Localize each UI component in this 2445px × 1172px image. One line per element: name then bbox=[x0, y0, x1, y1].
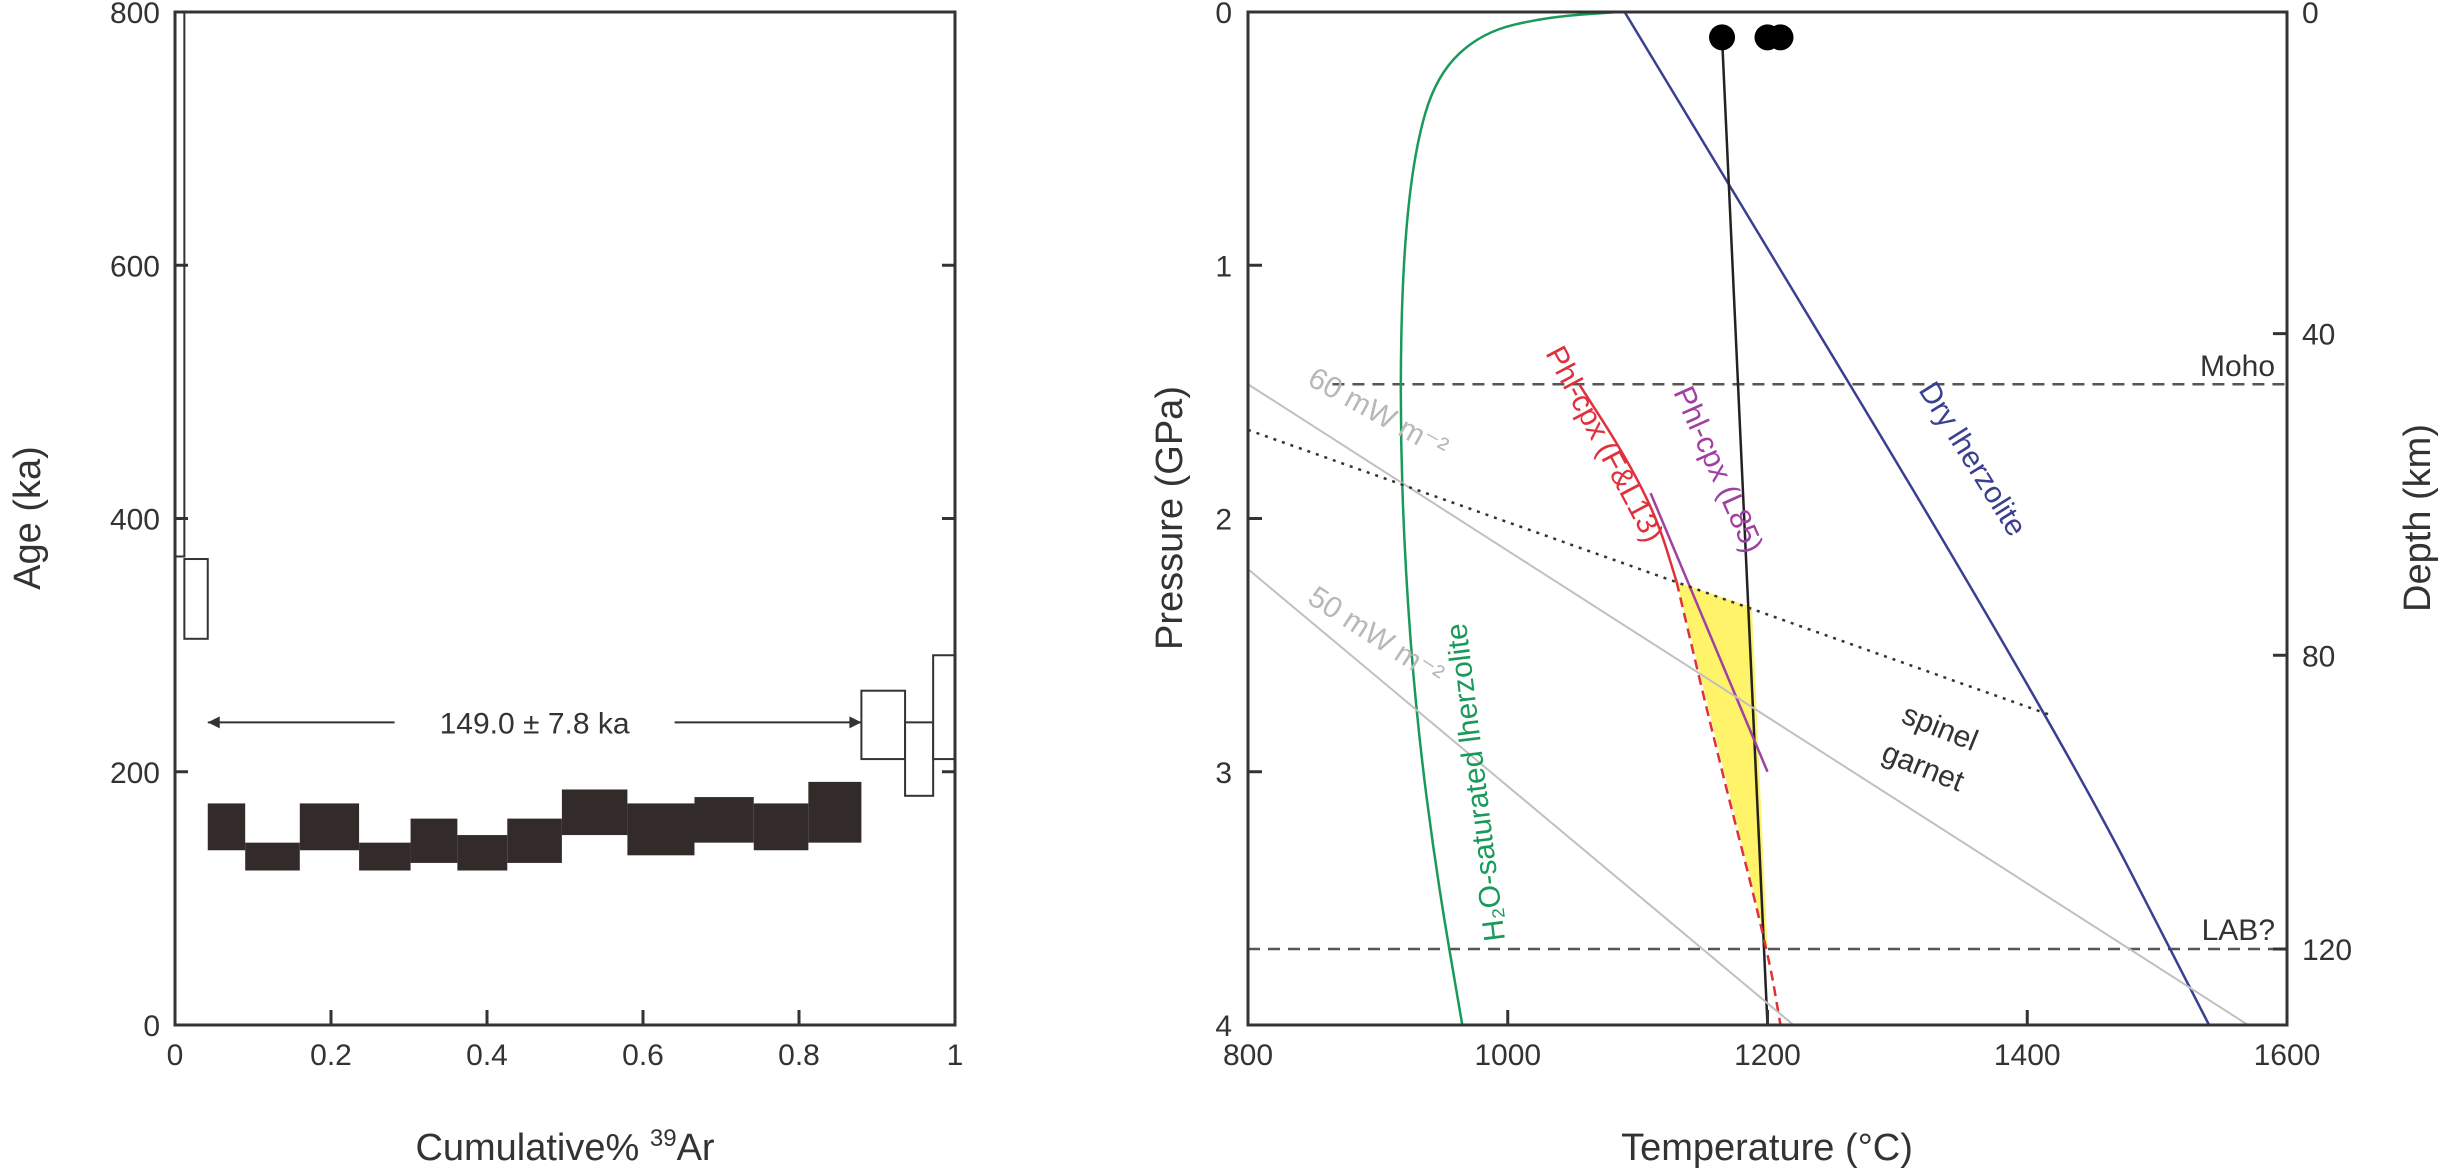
x-tick-label: 800 bbox=[1223, 1039, 1273, 1072]
depth-axis-label: Depth (km) bbox=[2397, 424, 2439, 612]
age-spectrum-panel: 0 0.2 0.4 0.6 0.8 1 0 200 400 600 800 149.0 ± 7.8 … bbox=[7, 0, 963, 1169]
step-6 bbox=[359, 842, 411, 871]
left-y-axis-label: Age (ka) bbox=[7, 446, 49, 590]
step-2 bbox=[183, 558, 209, 640]
step-11 bbox=[627, 803, 695, 856]
arrowhead-left bbox=[207, 716, 220, 729]
arrowhead-right bbox=[849, 716, 862, 729]
step-7 bbox=[410, 818, 458, 863]
step-12 bbox=[694, 797, 754, 843]
phl-cpx-l85-label: Phl-cpx (L85) bbox=[1667, 381, 1770, 557]
step-15 bbox=[860, 689, 907, 761]
step-5 bbox=[299, 803, 360, 851]
depth-tick-label: 120 bbox=[2302, 934, 2352, 967]
step-13 bbox=[753, 803, 809, 851]
sample-point bbox=[1767, 24, 1794, 51]
h2o-saturated-lherzolite-curve bbox=[1399, 10, 1619, 1026]
y-tick-label: 0 bbox=[1215, 0, 1232, 30]
dry-lherzolite-curve bbox=[1623, 11, 2211, 1026]
left-x-axis-label: Cumulative% 39Ar bbox=[415, 1125, 714, 1169]
y-tick-label: 1 bbox=[1215, 250, 1232, 283]
step-3 bbox=[207, 803, 246, 851]
x-tick-label: 0 bbox=[167, 1039, 184, 1072]
spinel-garnet-curve bbox=[1247, 428, 2054, 718]
x-tick-label: 1 bbox=[947, 1039, 964, 1072]
step-4 bbox=[245, 842, 300, 871]
step-14 bbox=[808, 781, 862, 843]
moho-label: Moho bbox=[2200, 350, 2275, 383]
step-16 bbox=[904, 721, 935, 797]
x-tick-label: 1000 bbox=[1474, 1039, 1541, 1072]
x-tick-label: 0.2 bbox=[310, 1039, 352, 1072]
step-17 bbox=[932, 654, 956, 761]
x-tick-label: 1200 bbox=[1734, 1039, 1801, 1072]
depth-tick-label: 0 bbox=[2302, 0, 2319, 30]
y-tick-label: 4 bbox=[1215, 1010, 1232, 1043]
x-tick-label: 0.4 bbox=[466, 1039, 508, 1072]
phl-cpx-fl13-label: Phl-cpx (F&L13) bbox=[1539, 341, 1670, 548]
y-tick-label: 2 bbox=[1215, 504, 1232, 537]
60-mw-label: 60 mW m⁻² bbox=[1303, 361, 1454, 465]
plateau-label: 149.0 ± 7.8 ka bbox=[440, 707, 630, 740]
y-tick-label: 0 bbox=[143, 1010, 160, 1043]
y-tick-label: 400 bbox=[110, 504, 160, 537]
right-x-axis-label: Temperature (°C) bbox=[1621, 1127, 1913, 1169]
h2o-lherzolite-label: H₂O-saturated lherzolite bbox=[1440, 621, 1512, 943]
phl-cpx-f-l13--curve bbox=[1578, 383, 1678, 583]
geotherm-curve bbox=[1720, 37, 1769, 1026]
x-tick-label: 0.8 bbox=[778, 1039, 820, 1072]
60-mw-m-2-curve bbox=[1247, 383, 2249, 1026]
pressure-axis-label: Pressure (GPa) bbox=[1149, 386, 1191, 650]
lab-label: LAB? bbox=[2202, 914, 2275, 947]
phl-cpx-l85--curve bbox=[1649, 492, 1769, 773]
x-tick-label: 0.6 bbox=[622, 1039, 664, 1072]
y-tick-label: 200 bbox=[110, 757, 160, 790]
y-tick-label: 3 bbox=[1215, 757, 1232, 790]
melting-region-shade bbox=[1676, 581, 1768, 950]
depth-tick-label: 80 bbox=[2302, 640, 2335, 673]
left-plot-frame bbox=[173, 10, 957, 1027]
sample-point bbox=[1709, 24, 1736, 51]
step-10 bbox=[561, 789, 628, 836]
y-tick-label: 600 bbox=[110, 250, 160, 283]
step-8 bbox=[457, 835, 508, 871]
x-tick-label: 1400 bbox=[1994, 1039, 2061, 1072]
phl-cpx-f-l13-extrapolated-curve bbox=[1675, 581, 1782, 1026]
50-mw-m-2-curve bbox=[1247, 568, 1795, 1026]
y-tick-label: 800 bbox=[110, 0, 160, 30]
step-9 bbox=[507, 818, 562, 863]
x-tick-label: 1600 bbox=[2254, 1039, 2321, 1072]
depth-tick-label: 40 bbox=[2302, 319, 2335, 352]
